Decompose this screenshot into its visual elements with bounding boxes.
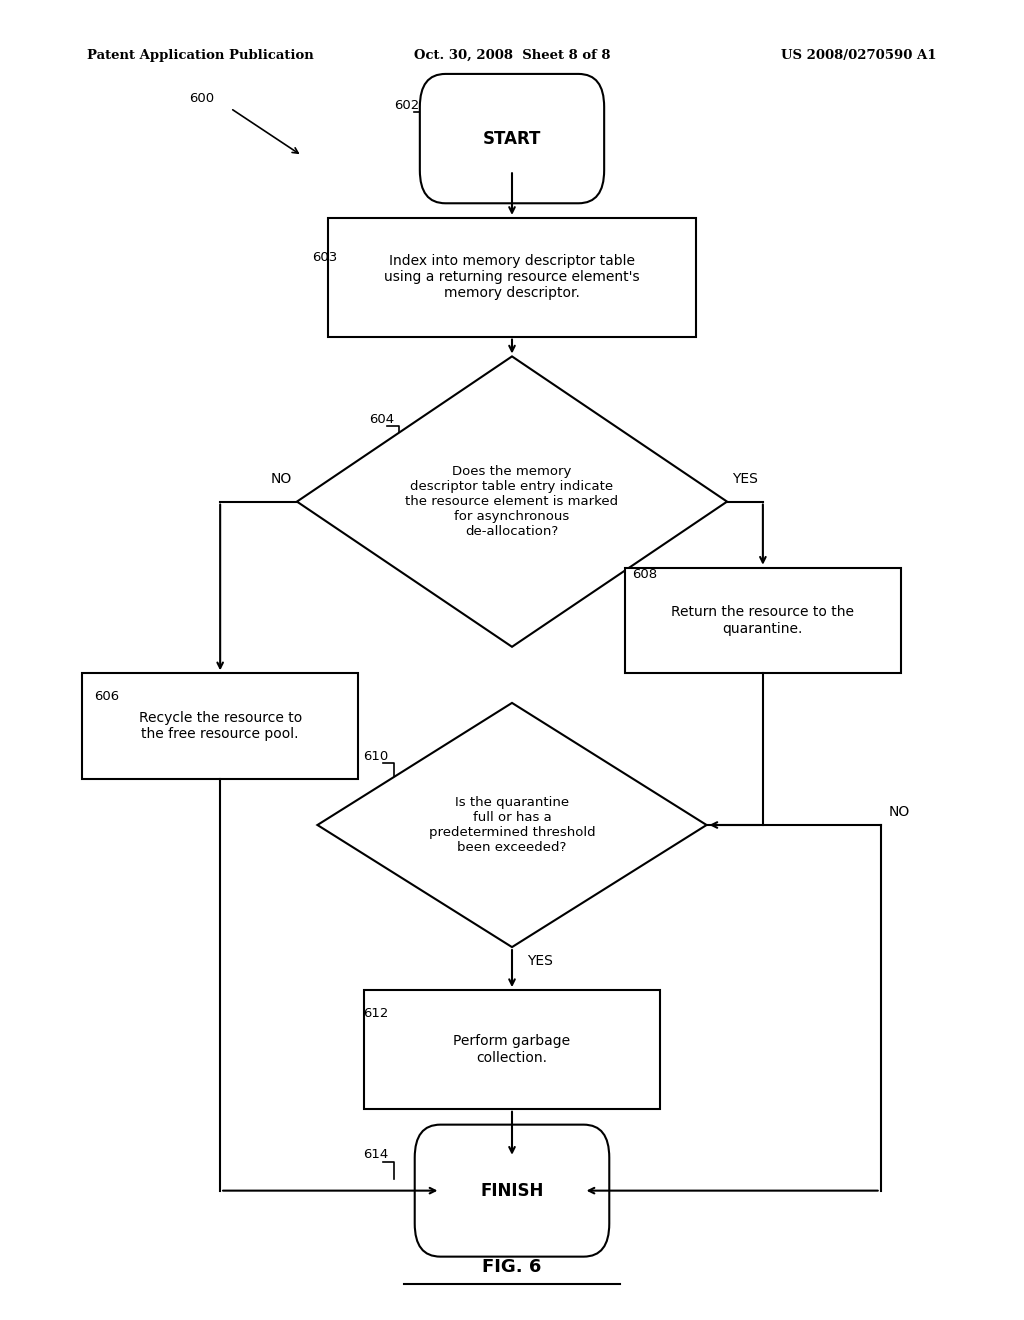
Text: Index into memory descriptor table
using a returning resource element's
memory d: Index into memory descriptor table using… [384, 253, 640, 301]
Text: YES: YES [527, 953, 553, 968]
Text: 603: 603 [312, 251, 338, 264]
Text: 606: 606 [94, 690, 120, 704]
Text: 610: 610 [364, 750, 389, 763]
Text: 612: 612 [364, 1007, 389, 1020]
Text: NO: NO [889, 805, 910, 818]
Text: NO: NO [270, 471, 292, 486]
Text: US 2008/0270590 A1: US 2008/0270590 A1 [781, 49, 937, 62]
FancyBboxPatch shape [420, 74, 604, 203]
Bar [625, 568, 901, 673]
Text: FIG. 6: FIG. 6 [482, 1258, 542, 1276]
Text: Patent Application Publication: Patent Application Publication [87, 49, 313, 62]
Text: 608: 608 [632, 568, 657, 581]
Text: 604: 604 [369, 413, 394, 426]
Text: YES: YES [732, 471, 758, 486]
Bar [364, 990, 660, 1109]
Text: Is the quarantine
full or has a
predetermined threshold
been exceeded?: Is the quarantine full or has a predeter… [429, 796, 595, 854]
Text: Oct. 30, 2008  Sheet 8 of 8: Oct. 30, 2008 Sheet 8 of 8 [414, 49, 610, 62]
FancyBboxPatch shape [415, 1125, 609, 1257]
Text: Recycle the resource to
the free resource pool.: Recycle the resource to the free resourc… [138, 711, 302, 741]
Polygon shape [317, 702, 707, 948]
Text: Does the memory
descriptor table entry indicate
the resource element is marked
f: Does the memory descriptor table entry i… [406, 465, 618, 539]
Bar [82, 673, 358, 779]
Text: START: START [482, 129, 542, 148]
Text: 614: 614 [364, 1148, 389, 1162]
Polygon shape [297, 356, 727, 647]
Text: 602: 602 [394, 99, 420, 112]
Text: Perform garbage
collection.: Perform garbage collection. [454, 1035, 570, 1064]
Text: FINISH: FINISH [480, 1181, 544, 1200]
Text: Return the resource to the
quarantine.: Return the resource to the quarantine. [672, 606, 854, 635]
Text: 600: 600 [189, 92, 215, 106]
Bar [328, 218, 696, 337]
